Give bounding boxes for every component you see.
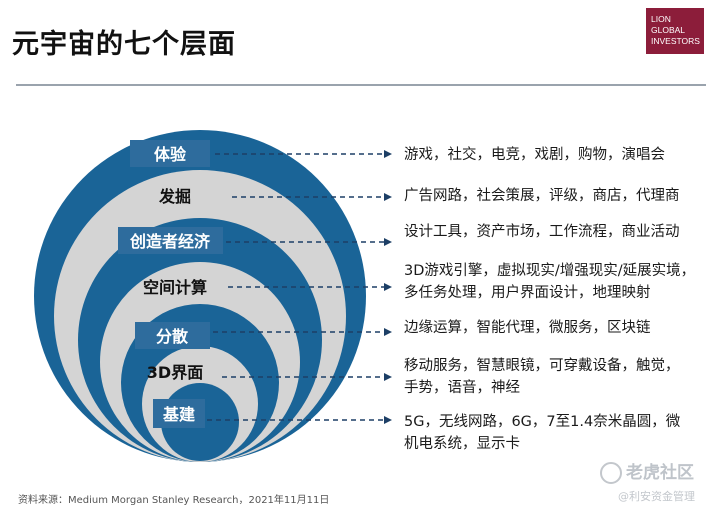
- logo-line-3: INVESTORS: [651, 36, 700, 46]
- layer-desc-6-line-2: 手势，语音，神经: [404, 380, 520, 396]
- watermark: 老虎社区 @利安资金管理: [600, 458, 715, 504]
- layer-label-box-5: [135, 322, 210, 349]
- layer-label-7: 基建: [162, 405, 195, 424]
- layer-desc-3-line-1: 设计工具，资产市场，工作流程，商业活动: [404, 224, 680, 240]
- layer-desc-4-line-2: 多任务处理，用户界面设计，地理映射: [404, 285, 651, 301]
- arrow-head-5: [384, 328, 392, 336]
- source-note: 资料来源：Medium Morgan Stanley Research，2021…: [18, 495, 330, 506]
- layer-label-2: 发掘: [158, 187, 191, 206]
- page-title: 元宇宙的七个层面: [12, 29, 236, 60]
- layer-desc-3: 设计工具，资产市场，工作流程，商业活动: [404, 221, 716, 243]
- layer-label-4: 空间计算: [143, 278, 207, 297]
- layer-label-box-3: [118, 227, 223, 254]
- layer-desc-4-line-1: 3D游戏引擎，虚拟现实/增强现实/延展实境，: [404, 263, 696, 279]
- layer-desc-7-line-2: 机电系统，显示卡: [404, 436, 520, 452]
- layer-desc-1: 游戏，社交，电竞，戏剧，购物，演唱会: [404, 144, 716, 166]
- layer-desc-2: 广告网路，社会策展，评级，商店，代理商: [404, 185, 716, 207]
- lion-global-investors-logo: LION GLOBAL INVESTORS: [646, 8, 704, 54]
- layer-label-6: 3D界面: [147, 363, 203, 382]
- tiger-icon: [600, 462, 622, 484]
- layer-desc-6: 移动服务，智慧眼镜，可穿戴设备，触觉， 手势，语音，神经: [404, 355, 716, 399]
- logo-line-1: LION: [651, 14, 671, 24]
- layer-desc-4: 3D游戏引擎，虚拟现实/增强现实/延展实境， 多任务处理，用户界面设计，地理映射: [404, 260, 716, 304]
- layer-desc-1-line-1: 游戏，社交，电竞，戏剧，购物，演唱会: [404, 147, 665, 163]
- arrow-head-2: [384, 193, 392, 201]
- arrow-head-3: [384, 238, 392, 246]
- layer-label-box-7: [153, 399, 205, 428]
- layer-label-5: 分散: [156, 327, 189, 346]
- layer-label-3: 创造者经济: [129, 232, 211, 251]
- layer-desc-6-line-1: 移动服务，智慧眼镜，可穿戴设备，触觉，: [404, 358, 680, 374]
- layer-label-1: 体验: [154, 145, 187, 164]
- arrow-head-1: [384, 150, 392, 158]
- layer-label-box-1: [130, 140, 210, 167]
- layer-desc-7-line-1: 5G，无线网路，6G，7至1.4奈米晶圆，微: [404, 414, 681, 430]
- arrow-head-6: [384, 373, 392, 381]
- arrow-head-7: [384, 416, 392, 424]
- layer-desc-5: 边缘运算，智能代理，微服务，区块链: [404, 317, 716, 339]
- layer-desc-5-line-1: 边缘运算，智能代理，微服务，区块链: [404, 320, 651, 336]
- watermark-sub: @利安资金管理: [618, 490, 695, 503]
- arrow-head-4: [384, 283, 392, 291]
- watermark-main: 老虎社区: [626, 463, 694, 483]
- layer-desc-7: 5G，无线网路，6G，7至1.4奈米晶圆，微 机电系统，显示卡: [404, 411, 716, 455]
- layer-desc-2-line-1: 广告网路，社会策展，评级，商店，代理商: [404, 188, 680, 204]
- logo-line-2: GLOBAL: [651, 25, 686, 35]
- title-divider: [16, 84, 706, 86]
